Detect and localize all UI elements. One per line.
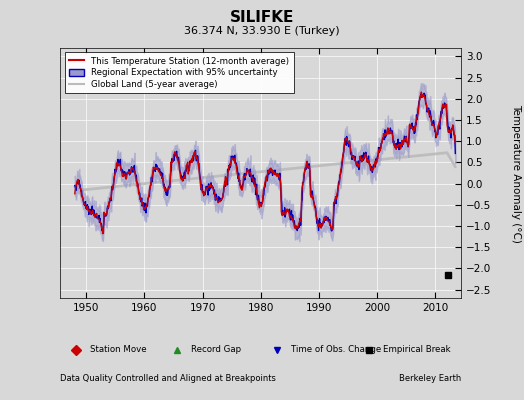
Text: Record Gap: Record Gap: [191, 346, 241, 354]
Text: Empirical Break: Empirical Break: [383, 346, 451, 354]
Text: Berkeley Earth: Berkeley Earth: [399, 374, 461, 383]
Legend: This Temperature Station (12-month average), Regional Expectation with 95% uncer: This Temperature Station (12-month avera…: [64, 52, 293, 93]
Text: 36.374 N, 33.930 E (Turkey): 36.374 N, 33.930 E (Turkey): [184, 26, 340, 36]
Text: Time of Obs. Change: Time of Obs. Change: [291, 346, 381, 354]
Text: Station Move: Station Move: [90, 346, 147, 354]
Y-axis label: Temperature Anomaly (°C): Temperature Anomaly (°C): [511, 104, 521, 242]
Text: Data Quality Controlled and Aligned at Breakpoints: Data Quality Controlled and Aligned at B…: [60, 374, 276, 383]
Text: SILIFKE: SILIFKE: [230, 10, 294, 25]
